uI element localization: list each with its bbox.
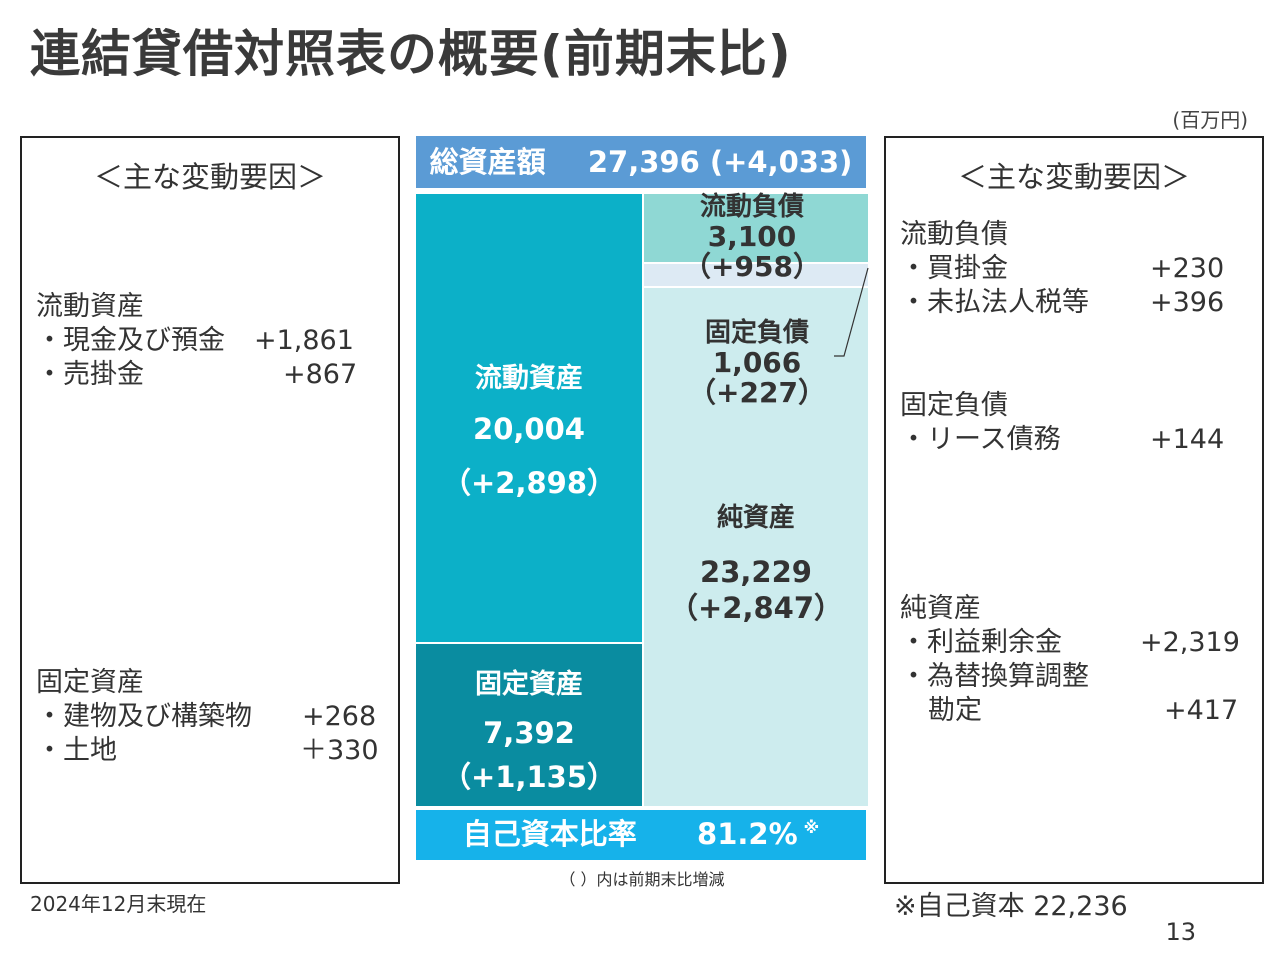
factor-row: ・売掛金 +867 <box>36 358 357 392</box>
fixed-liabilities-label: 固定負債 <box>704 318 809 348</box>
page-title: 連結貸借対照表の概要(前期末比) <box>30 25 792 83</box>
factor-value: +1,861 <box>254 325 354 356</box>
right-factors-panel: ＜主な変動要因＞ 流動負債 ・買掛金 +230 ・未払法人税等 +396 固定負… <box>884 136 1264 884</box>
fixed-assets-value: 7,392 <box>483 716 575 750</box>
as-of-date-note: 2024年12月末現在 <box>30 892 207 916</box>
factor-value: +2,319 <box>1140 627 1240 658</box>
factor-label: 勘定 <box>928 695 982 726</box>
factor-label: ・売掛金 <box>36 359 144 390</box>
factor-label: ・買掛金 <box>900 253 1008 284</box>
total-assets-label: 総資産額 <box>429 145 546 179</box>
factor-row: ・建物及び構築物 +268 <box>36 700 376 734</box>
equity-ratio-label: 自己資本比率 <box>462 817 637 851</box>
left-factors-panel: ＜主な変動要因＞ 流動資産 ・現金及び預金 +1,861 ・売掛金 +867 固… <box>20 136 400 884</box>
fixed-liabilities-leader-line <box>834 267 869 357</box>
factor-row: ・利益剰余金 +2,319 <box>900 626 1240 660</box>
current-liabilities-factors: 流動負債 ・買掛金 +230 ・未払法人税等 +396 <box>900 218 1224 320</box>
factor-row: ・未払法人税等 +396 <box>900 286 1224 320</box>
factor-row: ・買掛金 +230 <box>900 252 1224 286</box>
net-assets-label: 純資産 <box>716 503 795 533</box>
factor-label: ・土地 <box>36 735 117 766</box>
unit-label: (百万円) <box>1172 108 1248 132</box>
current-assets-value: 20,004 <box>473 412 585 446</box>
equity-ratio-value: 81.2% <box>697 817 798 851</box>
factor-row: ・土地 ＋330 <box>36 734 379 768</box>
factor-label: ・リース債務 <box>900 424 1061 455</box>
factor-value: ＋330 <box>300 735 379 766</box>
fixed-assets-block: 固定資産 7,392 （+1,135） <box>416 644 642 806</box>
fixed-assets-factors: 固定資産 ・建物及び構築物 +268 ・土地 ＋330 <box>36 666 379 768</box>
net-assets-value: 23,229 <box>700 555 812 589</box>
factor-category: 固定負債 <box>900 390 1008 421</box>
net-assets-change: （+2,847） <box>668 591 844 625</box>
page-number: 13 <box>1165 918 1196 946</box>
left-panel-heading: ＜主な変動要因＞ <box>93 160 326 194</box>
net-assets-factors: 純資産 ・利益剰余金 +2,319 ・為替換算調整 勘定 +417 <box>900 592 1240 728</box>
fixed-liabilities-value: 1,066 <box>712 346 802 379</box>
factor-row: ・現金及び預金 +1,861 <box>36 324 354 358</box>
factor-value: +396 <box>1150 287 1225 318</box>
factor-row: 勘定 +417 <box>900 694 1238 728</box>
net-assets-text: 純資産 23,229 （+2,847） <box>644 500 868 626</box>
factor-value: +144 <box>1150 424 1225 455</box>
fixed-liabilities-text: 固定負債 1,066 （+227） <box>652 318 862 408</box>
current-liabilities-text: 流動負債 3,100 （+958） <box>644 192 860 282</box>
equity-ratio-mark: ※ <box>803 818 820 837</box>
current-assets-block: 流動資産 20,004 （+2,898） <box>416 194 642 642</box>
change-caption: （ ）内は前期末比増減 <box>559 870 725 889</box>
factor-label: ・未払法人税等 <box>900 287 1089 318</box>
factor-value: +268 <box>302 701 377 732</box>
current-liabilities-value: 3,100 <box>707 220 797 253</box>
current-assets-factors: 流動資産 ・現金及び預金 +1,861 ・売掛金 +867 <box>36 290 357 392</box>
factor-label: ・現金及び預金 <box>36 325 225 356</box>
factor-value: +230 <box>1150 253 1225 284</box>
current-assets-change: （+2,898） <box>441 466 617 500</box>
factor-category: 純資産 <box>900 593 981 624</box>
factor-category: 流動資産 <box>36 291 144 322</box>
factor-label: ・為替換算調整 <box>900 661 1089 692</box>
current-assets-label: 流動資産 <box>475 363 583 394</box>
factor-row: ・為替換算調整 <box>900 660 1089 694</box>
current-liabilities-block <box>644 194 868 262</box>
factor-category: 流動負債 <box>900 219 1008 250</box>
current-liabilities-label: 流動負債 <box>699 192 804 222</box>
factor-value: +867 <box>283 359 358 390</box>
total-assets-value: 27,396 (+4,033) <box>587 145 853 179</box>
factor-label: ・利益剰余金 <box>900 627 1062 658</box>
net-assets-block <box>644 288 868 806</box>
factor-row: ・リース債務 +144 <box>900 423 1224 457</box>
current-liabilities-change: （+958） <box>683 250 821 283</box>
fixed-assets-label: 固定資産 <box>475 669 583 700</box>
fixed-liabilities-factors: 固定負債 ・リース債務 +144 <box>900 389 1224 457</box>
factor-label: ・建物及び構築物 <box>36 701 252 732</box>
equity-footnote: ※自己資本 22,236 <box>894 891 1128 922</box>
equity-ratio-bar: 自己資本比率 81.2% ※ <box>416 810 866 860</box>
fixed-liabilities-block <box>644 264 868 286</box>
factor-value: +417 <box>1164 695 1239 726</box>
fixed-liabilities-change: （+227） <box>688 376 826 409</box>
total-assets-bar: 総資産額 27,396 (+4,033) <box>416 136 866 188</box>
right-panel-heading: ＜主な変動要因＞ <box>957 160 1190 194</box>
fixed-assets-change: （+1,135） <box>441 760 617 794</box>
factor-category: 固定資産 <box>36 667 144 698</box>
